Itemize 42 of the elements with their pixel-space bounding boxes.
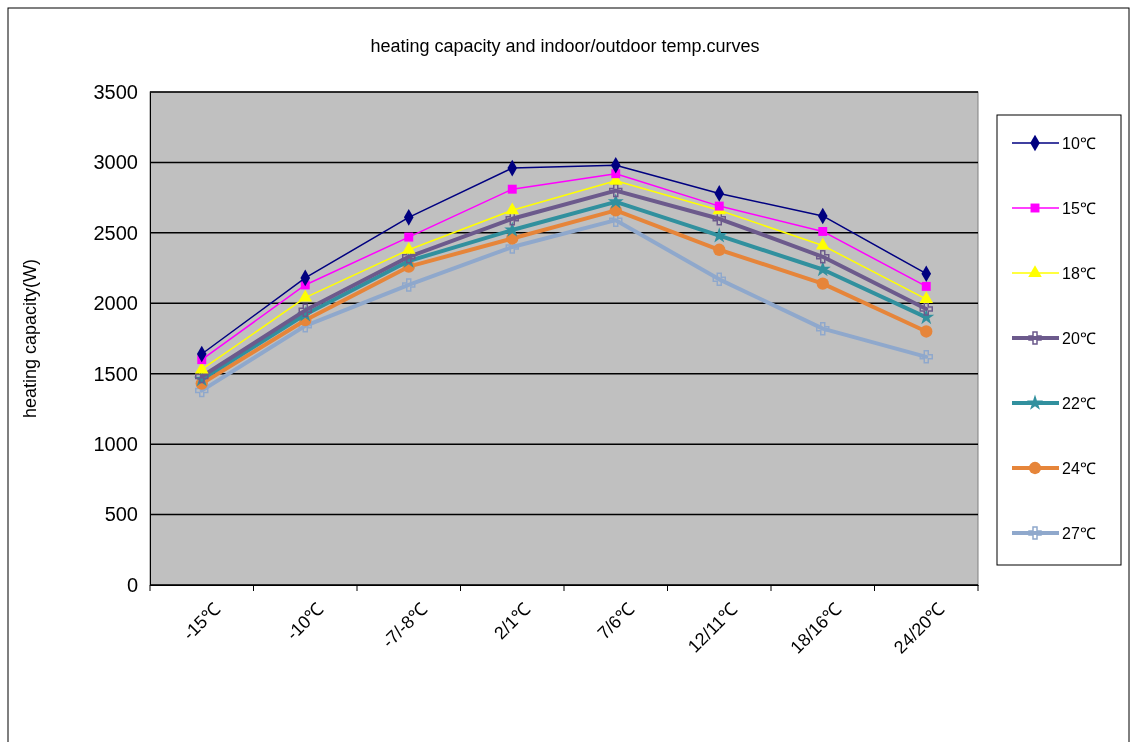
chart-title: heating capacity and indoor/outdoor temp.curves: [370, 36, 760, 56]
point: [919, 291, 934, 303]
point: [298, 303, 312, 318]
point: [607, 193, 624, 209]
legend-label: 10℃: [1062, 135, 1096, 152]
legend-label: 18℃: [1062, 265, 1096, 282]
point: [505, 202, 520, 215]
point: [712, 272, 726, 287]
point: [920, 325, 933, 338]
legend-label: 22℃: [1062, 395, 1096, 412]
point: [298, 289, 313, 302]
legend-label: 24℃: [1062, 460, 1096, 477]
legend-label: 27℃: [1062, 525, 1096, 542]
point: [816, 250, 830, 264]
legend-label: 15℃: [1062, 200, 1096, 217]
point: [818, 226, 828, 236]
legend-label: 20℃: [1062, 330, 1096, 347]
y-tick-label: 0: [126, 573, 138, 596]
y-tick-label: 2500: [93, 221, 138, 244]
y-tick-label: 2000: [93, 292, 138, 315]
point: [712, 212, 726, 226]
point: [919, 302, 933, 316]
y-tick-label: 3500: [93, 80, 138, 103]
point: [507, 184, 517, 194]
point: [921, 281, 931, 291]
point: [609, 183, 623, 198]
point: [713, 243, 726, 256]
point: [505, 212, 519, 226]
y-axis-title: heating capacity(W): [20, 258, 40, 419]
point: [609, 213, 623, 227]
point: [816, 321, 830, 336]
point: [402, 278, 416, 292]
point: [815, 237, 830, 250]
y-tick-label: 500: [104, 503, 138, 526]
point: [919, 350, 933, 364]
y-tick-label: 3000: [93, 151, 138, 174]
y-tick-label: 1000: [93, 433, 138, 456]
y-tick-label: 1500: [93, 362, 138, 385]
point: [816, 277, 829, 290]
point: [401, 241, 416, 254]
point: [404, 232, 414, 242]
point: [714, 201, 724, 211]
